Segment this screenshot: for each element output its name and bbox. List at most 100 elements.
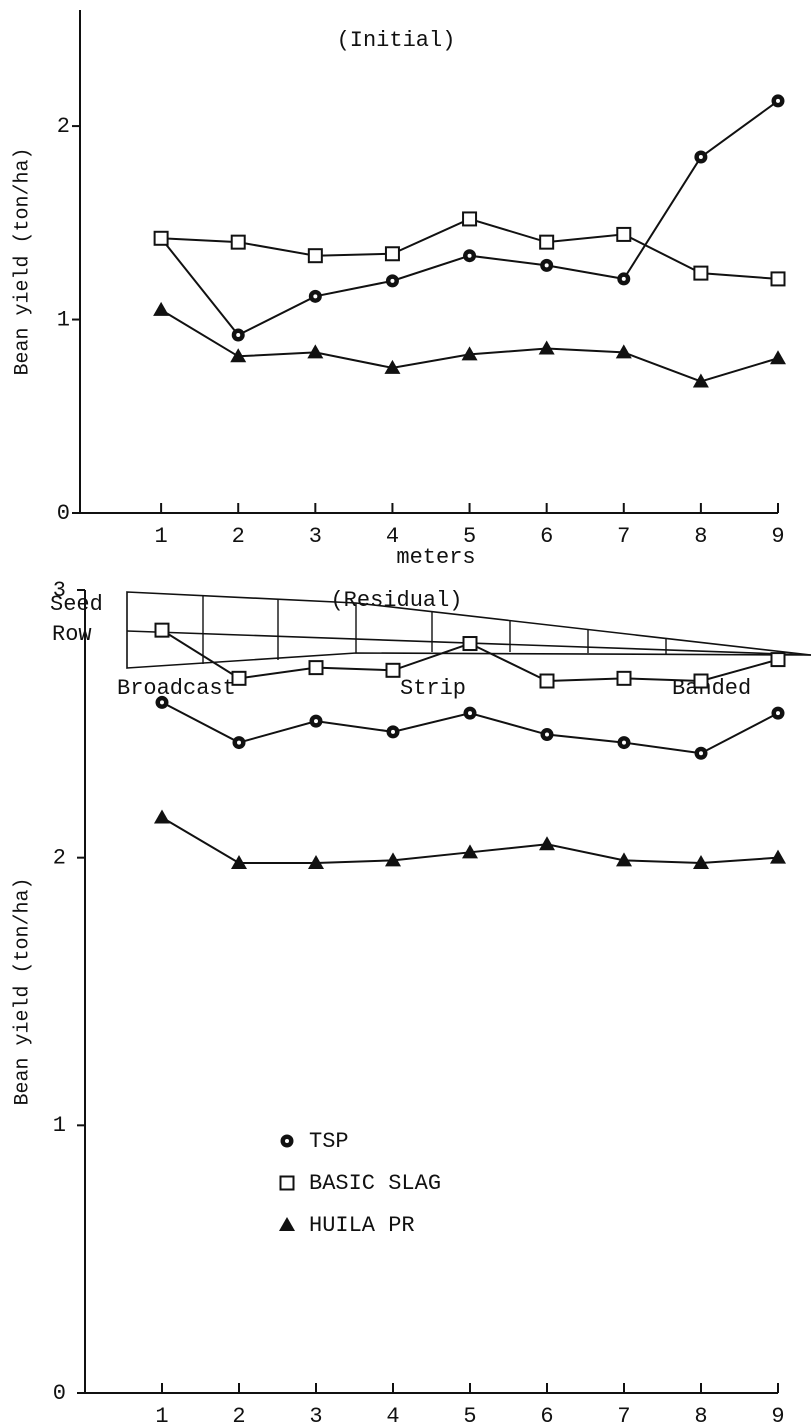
y-tick-label: 0 — [53, 1381, 66, 1406]
data-point — [539, 673, 555, 689]
x-tick-label: 3 — [309, 524, 322, 549]
data-point — [770, 350, 786, 365]
data-point — [462, 844, 478, 859]
x-axis-label: meters — [396, 545, 475, 570]
series-line — [160, 309, 779, 383]
data-point — [539, 234, 555, 250]
data-point — [540, 728, 554, 742]
x-tick-label: 9 — [771, 524, 784, 549]
y-tick-label: 2 — [57, 114, 70, 139]
data-point-shape — [153, 301, 170, 316]
data-point-dot — [313, 294, 318, 299]
x-tick-label: 3 — [309, 1404, 322, 1425]
legend-marker-shape — [279, 1175, 295, 1191]
data-point-dot — [699, 751, 703, 756]
x-tick-label: 9 — [771, 1404, 784, 1425]
data-point-shape — [308, 855, 324, 870]
data-point — [770, 849, 786, 864]
placement-diagram — [126, 591, 811, 669]
legend-label: HUILA PR — [309, 1213, 415, 1238]
data-point-dot — [698, 155, 703, 160]
data-point — [693, 855, 709, 870]
data-point — [539, 836, 555, 851]
chart-title: (Initial) — [337, 28, 456, 53]
data-point-dot — [622, 740, 626, 745]
data-point — [616, 226, 632, 242]
x-tick-label: 5 — [463, 524, 476, 549]
data-point — [463, 706, 477, 720]
data-point — [617, 736, 631, 750]
data-point-shape — [154, 809, 170, 824]
data-point — [615, 344, 632, 359]
x-tick-label: 4 — [386, 524, 399, 549]
data-point-shape — [385, 852, 401, 867]
data-point — [232, 736, 246, 750]
data-point-shape — [539, 234, 555, 250]
data-point-shape — [230, 234, 246, 250]
data-point-shape — [539, 836, 555, 851]
data-point — [308, 855, 324, 870]
data-point-shape — [615, 344, 632, 359]
data-point — [617, 272, 631, 286]
y-tick-label: 1 — [53, 1113, 66, 1138]
x-tick-label: 4 — [386, 1404, 399, 1425]
data-point-dot — [776, 711, 780, 716]
data-point — [540, 258, 554, 272]
data-point — [693, 673, 709, 689]
data-point-shape — [154, 622, 170, 638]
legend-marker — [279, 1175, 295, 1191]
data-point-shape — [692, 373, 709, 388]
data-point — [309, 714, 323, 728]
legend-label: TSP — [309, 1129, 349, 1154]
data-point-dot — [391, 729, 395, 734]
x-tick-label: 6 — [540, 524, 553, 549]
data-point — [384, 359, 401, 374]
data-point-shape — [770, 652, 786, 668]
data-point-dot — [468, 711, 472, 716]
data-point-shape — [462, 636, 478, 652]
data-point — [154, 809, 170, 824]
y-tick-label: 3 — [53, 578, 66, 603]
data-point-shape — [385, 662, 401, 678]
x-tick-label: 2 — [232, 1404, 245, 1425]
data-point-dot — [237, 740, 241, 745]
data-point-shape — [770, 271, 786, 287]
x-tick-label: 6 — [540, 1404, 553, 1425]
data-point — [385, 662, 401, 678]
data-point — [385, 274, 399, 288]
data-point — [616, 852, 632, 867]
data-point — [771, 706, 785, 720]
data-point — [231, 670, 247, 686]
data-point-shape — [230, 348, 247, 363]
data-point-dot — [545, 732, 549, 737]
data-point — [308, 660, 324, 676]
data-point-shape — [616, 852, 632, 867]
data-point-shape — [384, 246, 400, 262]
data-point-dot — [314, 719, 318, 724]
data-point — [771, 94, 785, 108]
placement-label: Strip — [400, 676, 466, 701]
data-point-shape — [153, 230, 169, 246]
data-point-dot — [390, 278, 395, 283]
data-point-shape — [307, 344, 324, 359]
placement-label: Broadcast — [117, 676, 236, 701]
data-point — [770, 271, 786, 287]
y-tick-label: 2 — [53, 845, 66, 870]
data-point — [461, 346, 478, 361]
data-point-dot — [467, 253, 472, 258]
chart-title: (Residual) — [330, 588, 462, 613]
x-tick-label: 2 — [232, 524, 245, 549]
x-tick-label: 5 — [463, 1404, 476, 1425]
data-point — [231, 328, 245, 342]
data-point-dot — [776, 98, 780, 103]
diagram-outline — [126, 591, 811, 669]
data-point-shape — [539, 673, 555, 689]
data-point-shape — [462, 211, 478, 227]
x-tick-label: 8 — [694, 1404, 707, 1425]
data-point — [153, 301, 170, 316]
data-point-shape — [231, 855, 247, 870]
data-point — [308, 289, 322, 303]
x-tick-label: 8 — [694, 524, 707, 549]
data-point — [153, 230, 169, 246]
